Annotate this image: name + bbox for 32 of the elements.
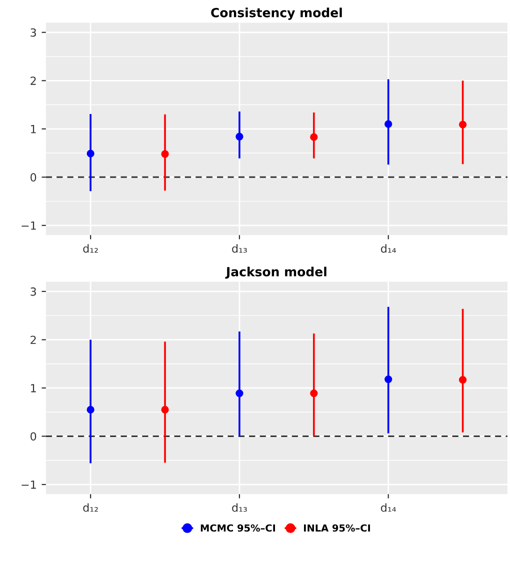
x-tick-label: d₁₃ xyxy=(232,503,247,512)
x-tick-label: d₁₄ xyxy=(380,503,396,512)
y-tick-label: 1 xyxy=(31,125,36,134)
legend-label: INLA 95%–CI xyxy=(304,524,370,532)
point xyxy=(236,389,244,398)
x-tick-label: d₁₃ xyxy=(232,244,247,253)
point xyxy=(161,406,169,414)
y-tick-label: 0 xyxy=(30,173,36,182)
y-tick-label: 1 xyxy=(31,384,36,392)
chart-title: Consistency model xyxy=(211,8,342,20)
point xyxy=(458,376,467,384)
point xyxy=(458,120,467,128)
y-tick-label: 2 xyxy=(30,76,36,85)
point xyxy=(310,133,318,141)
point xyxy=(161,150,169,158)
y-tick-label: −1 xyxy=(22,480,36,489)
y-tick-label: 3 xyxy=(30,287,36,296)
y-tick-label: 2 xyxy=(30,336,36,344)
point xyxy=(384,375,392,384)
point xyxy=(384,120,392,128)
point xyxy=(86,406,94,414)
y-tick-label: −1 xyxy=(22,222,36,230)
x-tick-label: d₁₄ xyxy=(380,244,396,253)
y-tick-label: 3 xyxy=(30,28,36,37)
chart-title: Jackson model xyxy=(225,266,326,279)
point xyxy=(86,150,94,158)
x-tick-label: d₁₂ xyxy=(83,503,98,512)
x-tick-label: d₁₂ xyxy=(83,244,98,253)
y-tick-label: 0 xyxy=(30,432,36,441)
point xyxy=(236,132,244,140)
point xyxy=(310,389,318,398)
legend-label: MCMC 95%–CI xyxy=(200,524,275,532)
